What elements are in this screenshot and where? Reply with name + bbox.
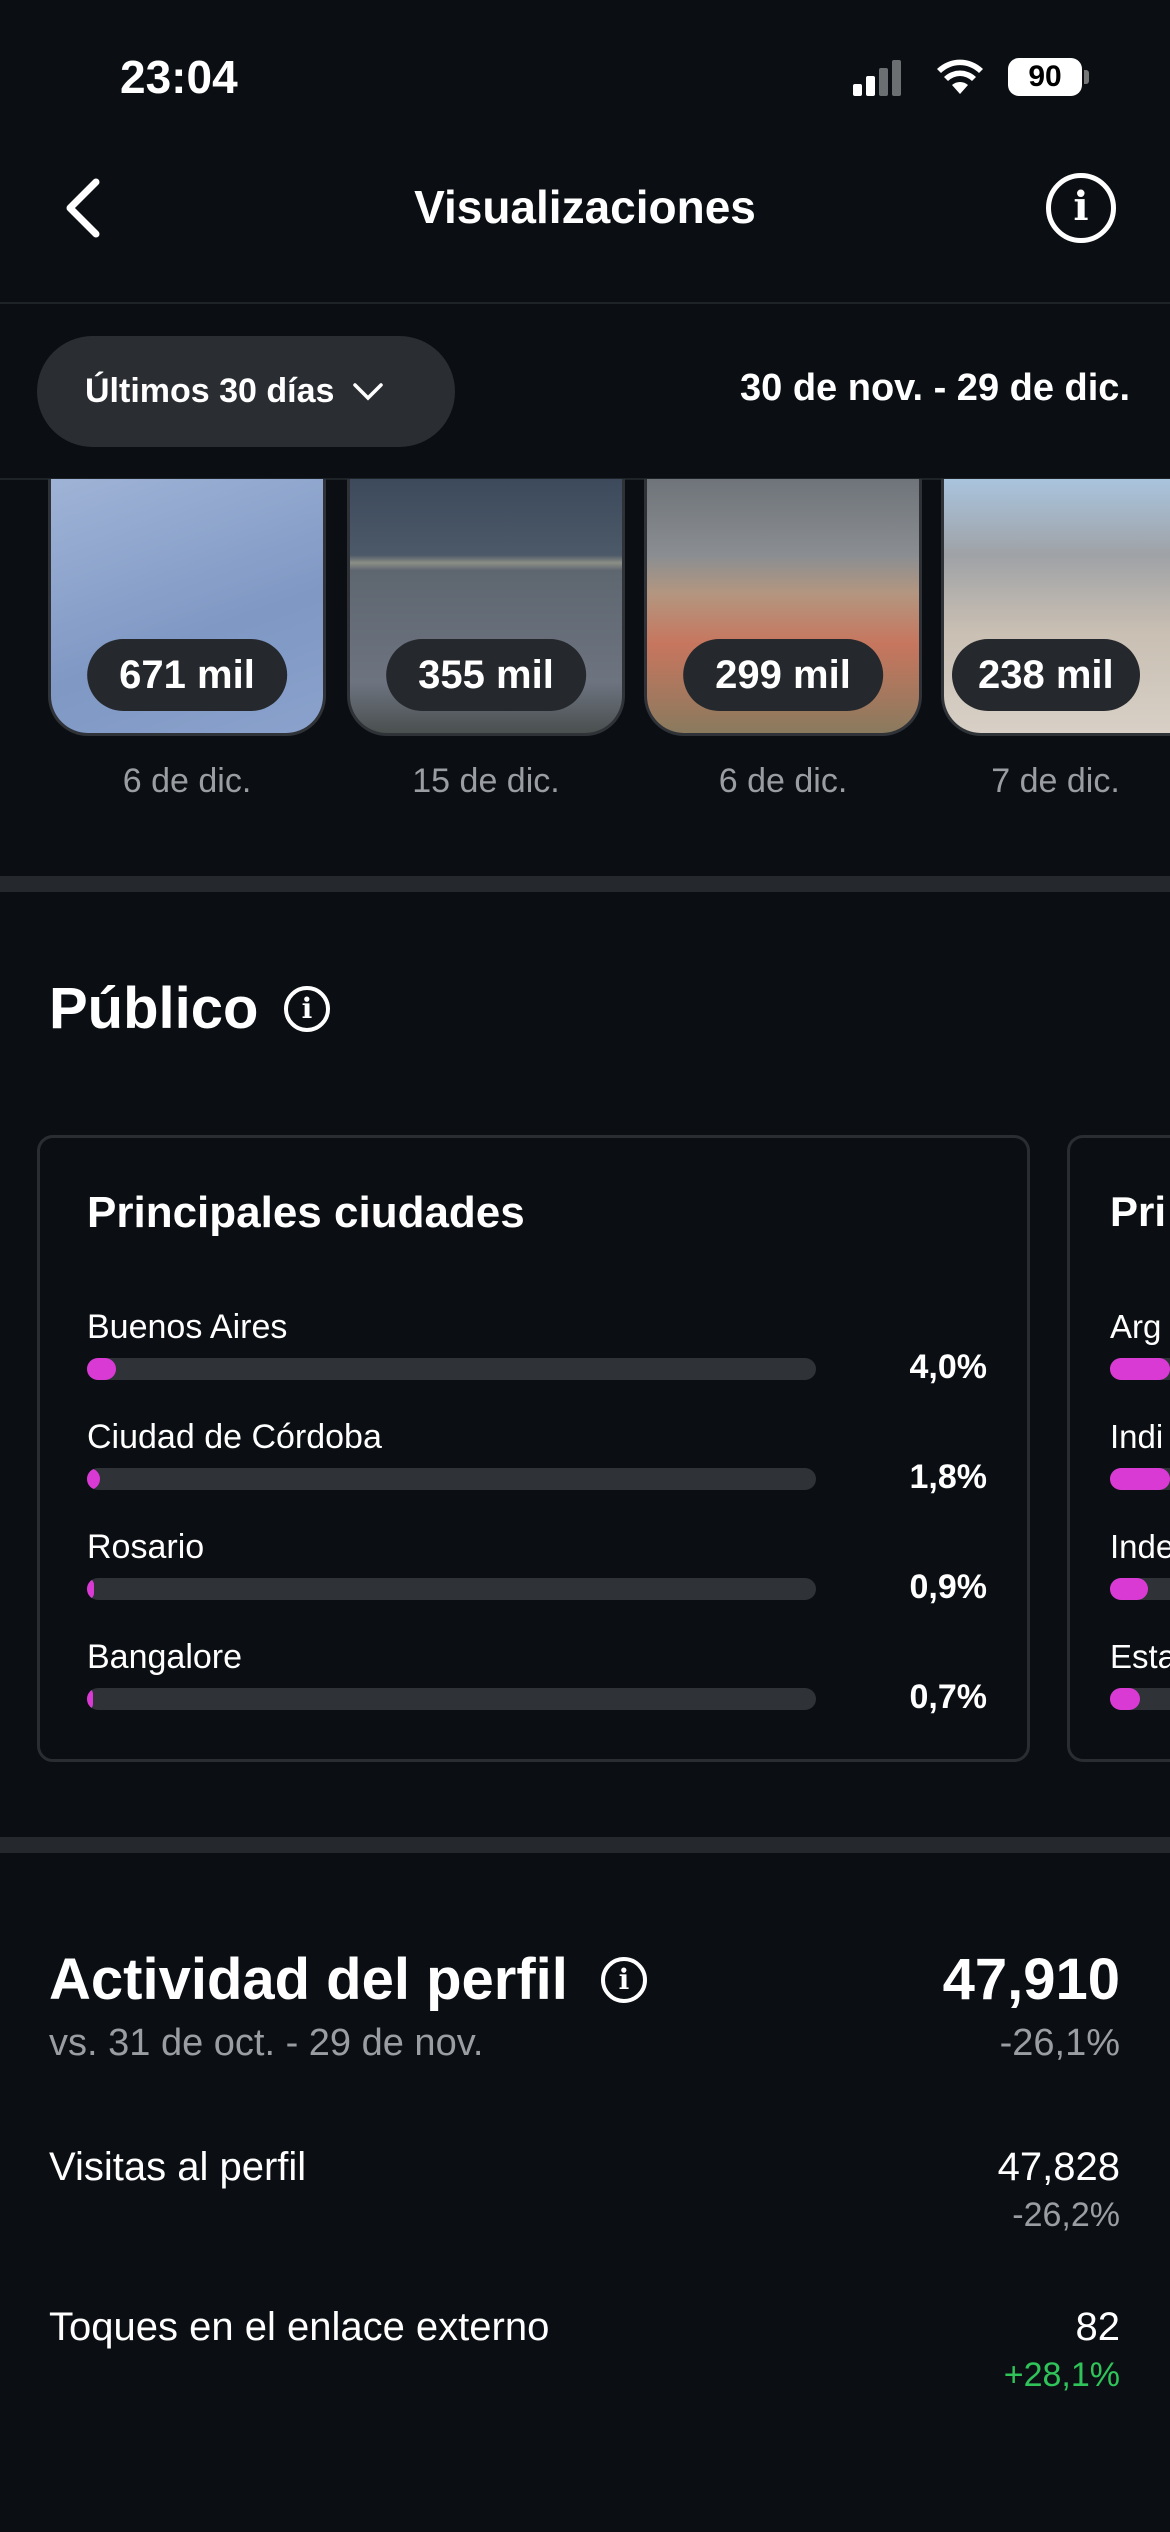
- top-cities-card: Principales ciudades Buenos Aires 4,0% Ci…: [37, 1135, 1030, 1762]
- date-range: 30 de nov. - 29 de dic.: [740, 367, 1130, 409]
- city-name: Rosario: [87, 1528, 205, 1566]
- country-row: Arg: [1110, 1308, 1170, 1380]
- city-percent: 0,9%: [909, 1568, 988, 1606]
- country-bar: [1110, 1358, 1170, 1380]
- metric-change: -26,2%: [1012, 2196, 1120, 2234]
- profile-activity-change: -26,1%: [999, 2022, 1120, 2064]
- city-bar: [87, 1688, 816, 1710]
- city-row: Ciudad de Córdoba 1,8%: [87, 1418, 987, 1496]
- wifi-icon: [937, 59, 983, 94]
- views-badge: 355 mil: [386, 639, 586, 711]
- metric-label: Toques en el enlace externo: [49, 2305, 550, 2349]
- city-name: Bangalore: [87, 1638, 243, 1676]
- city-percent: 1,8%: [909, 1458, 988, 1496]
- page-title: Visualizaciones: [414, 181, 756, 233]
- content-thumbnail[interactable]: 299 mil: [644, 479, 922, 736]
- views-badge: 671 mil: [87, 639, 287, 711]
- city-bar: [87, 1578, 816, 1600]
- content-date: 6 de dic.: [122, 762, 252, 800]
- metric-value: 82: [1075, 2305, 1121, 2349]
- city-row: Rosario 0,9%: [87, 1528, 987, 1606]
- country-name: Indi: [1110, 1418, 1164, 1455]
- content-thumbnail[interactable]: 355 mil: [347, 479, 625, 736]
- audience-title: Público: [49, 976, 259, 1041]
- country-bar: [1110, 1468, 1170, 1490]
- content-date: 6 de dic.: [718, 762, 848, 800]
- country-name: Arg: [1110, 1308, 1162, 1345]
- city-name: Buenos Aires: [87, 1308, 288, 1346]
- city-bar-fill: [87, 1468, 101, 1490]
- views-badge: 238 mil: [952, 639, 1140, 711]
- country-bar-fill: [1110, 1468, 1170, 1490]
- country-name: Inde: [1110, 1528, 1170, 1565]
- chevron-down-icon: [353, 382, 384, 400]
- country-bar: [1110, 1688, 1170, 1710]
- card-title: Principales ciudades: [87, 1188, 525, 1237]
- views-badge: 299 mil: [683, 639, 883, 711]
- chevron-left-icon[interactable]: [60, 178, 110, 238]
- divider: [0, 302, 1170, 304]
- metric-value: 47,828: [997, 2145, 1120, 2189]
- cellular-signal-icon: [853, 60, 901, 96]
- metric-label: Visitas al perfil: [49, 2145, 307, 2189]
- city-percent: 4,0%: [909, 1348, 988, 1386]
- country-row: Esta: [1110, 1638, 1170, 1710]
- city-name: Ciudad de Córdoba: [87, 1418, 382, 1456]
- city-row: Buenos Aires 4,0%: [87, 1308, 987, 1386]
- city-percent: 0,7%: [909, 1678, 988, 1716]
- card-title: Pri: [1110, 1188, 1167, 1235]
- section-divider: [0, 1837, 1170, 1853]
- city-bar-fill: [87, 1688, 93, 1710]
- comparison-range: vs. 31 de oct. - 29 de nov.: [49, 2022, 484, 2064]
- city-bar: [87, 1358, 816, 1380]
- country-row: Indi: [1110, 1418, 1170, 1490]
- info-icon[interactable]: i: [1046, 173, 1116, 243]
- profile-activity-value: 47,910: [942, 1947, 1120, 2012]
- country-bar: [1110, 1578, 1170, 1600]
- city-bar-fill: [87, 1358, 117, 1380]
- city-bar-fill: [87, 1578, 94, 1600]
- country-bar-fill: [1110, 1358, 1170, 1380]
- period-dropdown[interactable]: Últimos 30 días: [37, 336, 455, 447]
- city-row: Bangalore 0,7%: [87, 1638, 987, 1716]
- content-date: 7 de dic.: [991, 762, 1120, 800]
- top-countries-card[interactable]: Pri Arg Indi Inde Esta: [1067, 1135, 1170, 1762]
- content-thumbnail[interactable]: 671 mil: [48, 479, 326, 736]
- battery-level: 90: [1008, 58, 1082, 96]
- country-row: Inde: [1110, 1528, 1170, 1600]
- country-bar-fill: [1110, 1578, 1148, 1600]
- status-time: 23:04: [120, 51, 238, 103]
- period-label: Últimos 30 días: [85, 372, 335, 410]
- profile-activity-title: Actividad del perfil: [49, 1947, 568, 2012]
- country-name: Esta: [1110, 1638, 1170, 1675]
- battery-icon: 90: [1008, 58, 1090, 96]
- country-bar-fill: [1110, 1688, 1140, 1710]
- content-date: 15 de dic.: [412, 762, 560, 800]
- section-divider: [0, 876, 1170, 892]
- city-bar: [87, 1468, 816, 1490]
- info-icon[interactable]: i: [601, 1957, 647, 2003]
- info-icon[interactable]: i: [284, 986, 330, 1032]
- metric-change: +28,1%: [1003, 2356, 1120, 2394]
- content-thumbnail[interactable]: 238 mil: [941, 479, 1170, 736]
